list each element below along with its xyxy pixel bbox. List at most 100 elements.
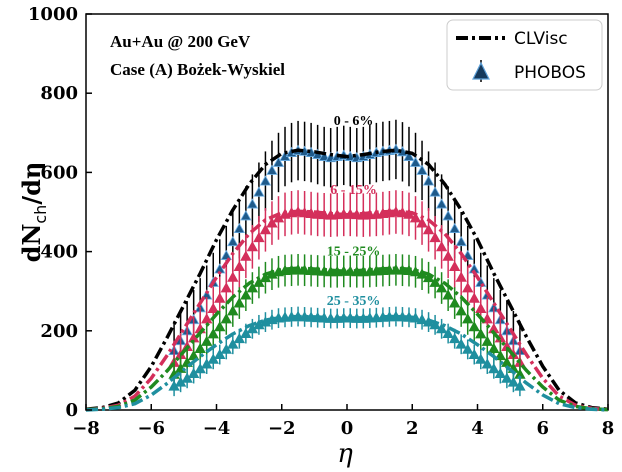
x-tick-label: −8 [72,418,100,439]
y-axis-label: dNch/dη [17,162,50,263]
data-point [233,222,246,234]
data-point [481,358,493,369]
data-point [462,343,474,354]
data-point [246,198,259,209]
x-tick-label: −6 [137,418,165,439]
data-point [488,362,500,374]
data-point [409,212,422,223]
data-point [422,223,435,235]
data-point [455,305,467,316]
data-point [416,217,428,228]
data-point [468,292,480,303]
series-label: 0 - 6% [334,114,374,129]
data-point [462,313,474,324]
data-point [429,276,441,287]
series-label: 6 - 15% [330,183,377,198]
data-point [475,302,487,314]
data-point [435,198,448,209]
data-point [207,328,219,339]
y-tick-label: 0 [65,400,78,421]
x-tick-label: 6 [536,418,549,439]
data-point [220,343,232,354]
data-point [227,338,239,349]
x-tick-label: 4 [471,418,484,439]
legend: CLVisc PHOBOS [446,19,603,91]
x-axis-label: η [337,439,353,469]
data-point [266,217,278,228]
data-point [253,231,265,243]
data-point [475,328,487,339]
series-labels: 0 - 6% 6 - 15% 15 - 25% 25 - 35% [327,114,381,309]
data-point [494,367,507,378]
data-point [435,282,448,293]
y-tick-label: 400 [40,242,78,263]
legend-clvisc-label: CLVisc [514,29,568,49]
data-point [272,156,285,167]
annotation-collision: Au+Au @ 200 GeV [110,32,251,51]
x-tick-label: 8 [602,418,615,439]
data-point [435,241,448,252]
x-tick-label: 0 [341,418,354,439]
data-point [220,313,232,324]
data-point [442,250,454,261]
data-point [514,380,526,391]
data-point [475,353,487,364]
series-label: 25 - 35% [327,294,381,309]
data-point [259,175,272,186]
data-point [259,223,272,235]
data-point [214,292,226,303]
model-curve [85,148,609,411]
data-point [227,271,239,282]
data-point [455,338,467,349]
series-3 [85,306,609,412]
data-point [201,335,213,346]
data-point [442,210,454,221]
axes-ticks: −8 −6 −4 −2 0 2 4 6 8 0 200 400 600 800 1000 [28,4,614,439]
y-tick-label: 600 [40,162,78,183]
data-point [448,260,461,272]
data-point [207,302,219,314]
data-point [214,348,226,359]
y-tick-label: 200 [40,321,78,342]
x-tick-label: 2 [406,418,419,439]
data-point [448,297,461,308]
data-point [194,342,206,354]
y-axis-label-tail: /dη [17,162,46,205]
data-point [448,222,461,234]
legend-phobos-marker [472,60,490,82]
data-point [481,335,493,346]
x-tick-label: −2 [268,418,296,439]
x-tick-label: −4 [203,418,231,439]
data-point [266,164,278,175]
data-point [448,332,461,344]
y-tick-label: 800 [40,83,78,104]
data-point [462,282,474,293]
data-layer [85,119,609,412]
data-point [227,235,239,247]
data-point [455,271,467,282]
y-axis-label-main: dN [17,224,46,263]
data-point [422,175,435,186]
data-point [246,282,259,293]
data-point [214,321,226,332]
data-point [416,164,428,175]
series-2 [85,253,609,412]
data-point [233,332,246,344]
data-point [227,305,239,316]
annotation-case: Case (A) Bożek-Wyskiel [110,60,285,79]
data-point [409,156,422,167]
data-point [246,241,259,252]
data-point [429,186,441,197]
data-point [507,376,520,387]
data-point [220,249,232,260]
data-point [240,210,252,221]
data-point [442,289,454,300]
model-curve [85,314,609,412]
model-curve [85,209,609,412]
data-point [403,150,415,161]
model-curve [85,266,609,412]
legend-phobos-label: PHOBOS [514,63,586,83]
data-point [442,327,454,338]
data-point [240,250,252,261]
